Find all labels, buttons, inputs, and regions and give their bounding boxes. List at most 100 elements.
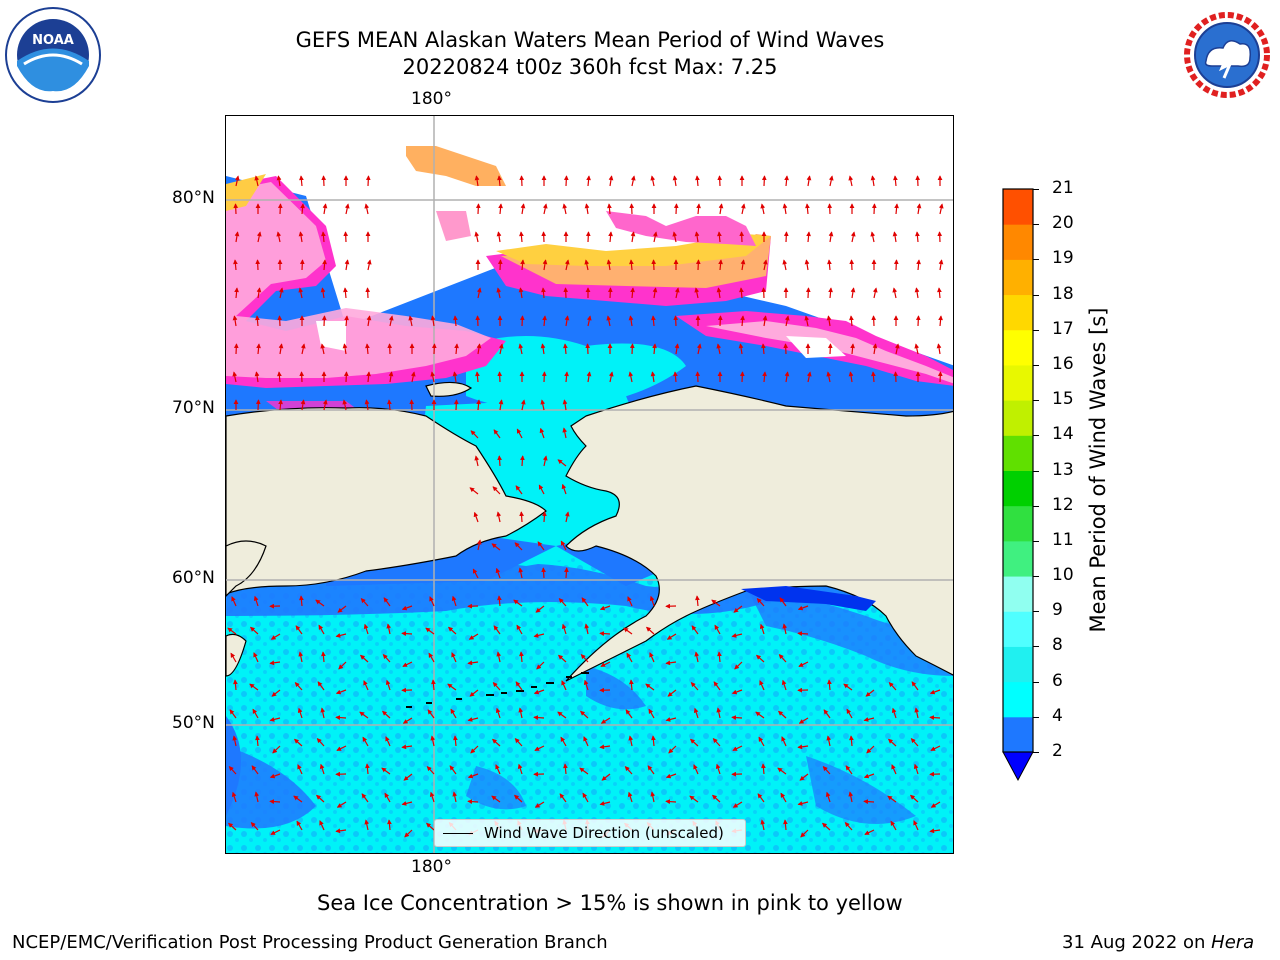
wind-wave-arrow bbox=[491, 795, 501, 803]
wind-wave-arrow bbox=[585, 343, 591, 355]
wind-wave-arrow bbox=[826, 371, 832, 383]
wind-wave-arrow bbox=[668, 745, 677, 754]
wind-wave-arrow bbox=[738, 343, 744, 355]
wind-wave-arrow bbox=[541, 231, 547, 243]
wind-wave-arrow bbox=[938, 259, 944, 271]
wind-wave-arrow bbox=[468, 633, 479, 640]
wind-wave-arrow bbox=[233, 259, 238, 271]
wind-wave-arrow bbox=[557, 711, 567, 719]
lat-label-80: 80°N bbox=[172, 188, 215, 208]
wind-wave-arrow bbox=[269, 773, 281, 779]
wind-wave-arrow bbox=[672, 231, 678, 243]
wind-wave-arrow bbox=[850, 231, 856, 243]
wind-wave-arrow bbox=[717, 231, 722, 243]
wind-wave-arrow bbox=[583, 679, 589, 691]
wind-wave-arrow bbox=[827, 343, 833, 355]
wind-wave-arrow bbox=[382, 654, 391, 663]
colorbar-band bbox=[1003, 611, 1033, 647]
wind-wave-arrow bbox=[344, 203, 350, 215]
wind-wave-arrow bbox=[843, 683, 853, 691]
wind-wave-arrow bbox=[717, 175, 723, 187]
wind-wave-arrow bbox=[674, 343, 680, 355]
colorbar-tick-label: 9 bbox=[1052, 600, 1063, 621]
wind-wave-arrow bbox=[278, 343, 284, 355]
wind-wave-arrow bbox=[475, 315, 481, 327]
wind-wave-arrow bbox=[673, 371, 678, 383]
wind-wave-arrow bbox=[760, 203, 766, 215]
wind-wave-arrow bbox=[318, 624, 325, 635]
wind-wave-arrow bbox=[731, 633, 743, 638]
legend-label: Wind Wave Direction (unscaled) bbox=[484, 824, 724, 842]
colorbar-tick-label: 8 bbox=[1052, 635, 1063, 656]
wind-wave-arrow bbox=[431, 343, 437, 355]
wind-wave-arrow bbox=[844, 822, 853, 831]
wind-wave-arrow bbox=[733, 605, 743, 613]
wind-wave-arrow bbox=[650, 791, 656, 803]
map-title-line2: 20220824 t00z 360h fcst Max: 7.25 bbox=[402, 55, 778, 79]
wind-wave-arrow bbox=[893, 371, 899, 383]
wind-wave-arrow bbox=[515, 485, 523, 495]
wind-wave-arrow bbox=[732, 745, 743, 751]
wind-wave-arrow bbox=[387, 399, 392, 411]
wind-wave-arrow bbox=[718, 259, 723, 271]
wind-wave-arrow bbox=[232, 735, 238, 747]
wind-wave-arrow bbox=[540, 399, 546, 411]
wind-wave-arrow bbox=[783, 343, 789, 355]
wind-wave-arrow bbox=[475, 371, 480, 383]
wind-wave-arrow bbox=[232, 371, 238, 383]
wind-wave-arrow bbox=[849, 735, 854, 747]
wind-wave-arrow bbox=[599, 631, 611, 636]
wind-wave-arrow bbox=[762, 371, 767, 383]
wind-wave-arrow bbox=[850, 343, 855, 355]
wind-wave-arrow bbox=[740, 259, 746, 271]
sea-ice bbox=[226, 146, 953, 416]
wind-wave-arrow bbox=[864, 829, 875, 835]
wind-wave-arrow bbox=[428, 652, 435, 663]
wind-wave-arrow bbox=[564, 511, 570, 523]
wind-wave-arrow bbox=[866, 745, 875, 754]
wind-wave-arrow bbox=[293, 795, 303, 803]
colorbar-band bbox=[1003, 329, 1033, 366]
wind-wave-arrow bbox=[250, 822, 259, 831]
wind-wave-arrow bbox=[518, 343, 524, 355]
wind-wave-arrow bbox=[600, 717, 611, 724]
wind-wave-arrow bbox=[335, 633, 347, 638]
wind-wave-arrow bbox=[277, 371, 282, 383]
wind-wave-arrow bbox=[300, 343, 306, 355]
wind-wave-arrow bbox=[295, 625, 303, 635]
wind-wave-arrow bbox=[606, 315, 612, 327]
colorbar-tick-label: 16 bbox=[1052, 353, 1074, 374]
wind-wave-arrow bbox=[716, 287, 722, 299]
wind-wave-arrow bbox=[233, 203, 239, 215]
wind-wave-arrow bbox=[336, 745, 347, 751]
wind-wave-arrow bbox=[929, 828, 941, 834]
wind-wave-arrow bbox=[888, 682, 897, 691]
wind-wave-arrow bbox=[825, 791, 831, 803]
wind-wave-arrow bbox=[227, 627, 237, 635]
wind-wave-arrow bbox=[586, 175, 591, 187]
wind-wave-arrow bbox=[317, 681, 325, 691]
wind-wave-arrow bbox=[448, 626, 457, 635]
wind-wave-arrow bbox=[797, 605, 809, 611]
wind-wave-arrow bbox=[514, 794, 523, 803]
wind-wave-arrow bbox=[557, 459, 567, 467]
wind-wave-arrow bbox=[365, 343, 370, 355]
wind-wave-arrow bbox=[319, 820, 325, 831]
wind-wave-arrow bbox=[696, 343, 702, 355]
wind-wave-arrow bbox=[848, 371, 854, 383]
wind-wave-arrow bbox=[929, 689, 941, 695]
wind-wave-arrow bbox=[404, 829, 413, 838]
wind-wave-arrow bbox=[294, 738, 303, 747]
wind-wave-arrow bbox=[514, 738, 523, 747]
wind-wave-arrow bbox=[757, 793, 765, 803]
wind-wave-arrow bbox=[278, 287, 284, 299]
wind-wave-arrow bbox=[938, 203, 944, 215]
wind-wave-arrow bbox=[497, 371, 503, 383]
wind-wave-arrow bbox=[627, 596, 633, 607]
wind-wave-arrow bbox=[316, 738, 325, 747]
wind-wave-arrow bbox=[563, 343, 568, 355]
wind-wave-arrow bbox=[363, 623, 369, 635]
wind-wave-arrow bbox=[914, 287, 920, 299]
wind-wave-arrow bbox=[256, 287, 262, 299]
wind-wave-arrow bbox=[519, 511, 524, 523]
